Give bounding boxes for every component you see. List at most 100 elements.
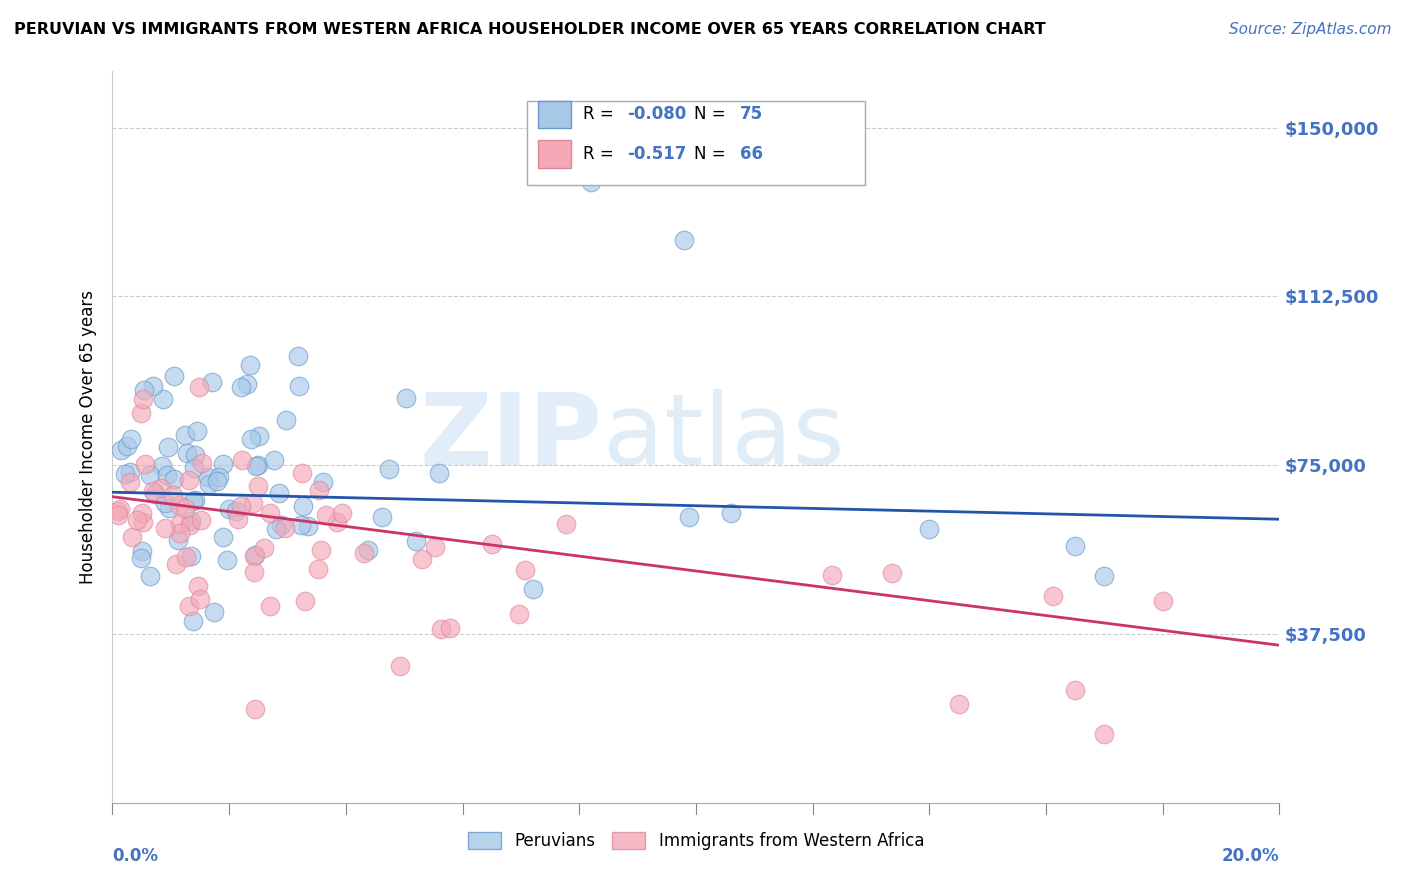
- Point: [150, 458, 173, 473]
- Point: [245, 459, 267, 474]
- Point: [308, 483, 330, 497]
- Point: [239, 358, 262, 372]
- Point: [165, 557, 187, 571]
- Point: [821, 567, 844, 582]
- Text: 20.0%: 20.0%: [1222, 847, 1279, 864]
- Point: [174, 427, 197, 442]
- Text: ZIP: ZIP: [420, 389, 603, 485]
- Point: [371, 509, 394, 524]
- Point: [167, 498, 190, 512]
- FancyBboxPatch shape: [527, 101, 865, 185]
- Point: [229, 499, 252, 513]
- Point: [239, 433, 262, 447]
- Point: [218, 501, 240, 516]
- Point: [880, 566, 903, 581]
- Text: R =: R =: [582, 105, 619, 123]
- Point: [1064, 683, 1087, 698]
- Point: [242, 565, 264, 579]
- Point: [157, 501, 180, 516]
- Point: [162, 488, 184, 502]
- Point: [948, 697, 970, 711]
- Point: [269, 485, 291, 500]
- Point: [132, 516, 155, 530]
- Text: PERUVIAN VS IMMIGRANTS FROM WESTERN AFRICA HOUSEHOLDER INCOME OVER 65 YEARS CORR: PERUVIAN VS IMMIGRANTS FROM WESTERN AFRI…: [14, 22, 1046, 37]
- Point: [153, 521, 176, 535]
- Point: [515, 563, 537, 577]
- Point: [197, 470, 219, 484]
- Point: [312, 475, 335, 490]
- Point: [173, 501, 195, 516]
- Point: [174, 549, 197, 564]
- Point: [152, 392, 174, 406]
- Point: [217, 553, 239, 567]
- Point: [205, 474, 228, 488]
- Point: [332, 506, 354, 520]
- Point: [142, 379, 165, 393]
- Point: [1152, 594, 1174, 608]
- Point: [190, 456, 212, 470]
- Point: [288, 379, 311, 393]
- Point: [290, 518, 312, 533]
- Point: [1042, 589, 1064, 603]
- Point: [395, 391, 418, 405]
- Point: [522, 582, 544, 597]
- Point: [176, 446, 198, 460]
- Point: [186, 579, 208, 593]
- Point: [307, 562, 329, 576]
- Point: [918, 522, 941, 536]
- Point: [121, 530, 143, 544]
- Point: [139, 468, 162, 483]
- Point: [1064, 539, 1087, 553]
- Point: [377, 461, 399, 475]
- Point: [202, 605, 225, 619]
- Point: [183, 494, 205, 508]
- Point: [263, 453, 285, 467]
- Point: [107, 508, 129, 522]
- Point: [236, 377, 259, 392]
- Point: [107, 504, 129, 518]
- Point: [243, 701, 266, 715]
- Point: [115, 439, 138, 453]
- Text: Source: ZipAtlas.com: Source: ZipAtlas.com: [1229, 22, 1392, 37]
- Point: [673, 233, 696, 247]
- Point: [678, 510, 700, 524]
- Point: [259, 599, 281, 613]
- Point: [253, 541, 276, 556]
- Point: [242, 496, 264, 510]
- Text: 75: 75: [741, 105, 763, 123]
- Point: [201, 375, 224, 389]
- Point: [120, 465, 142, 479]
- Point: [309, 543, 332, 558]
- Point: [139, 569, 162, 583]
- Point: [326, 515, 349, 529]
- FancyBboxPatch shape: [538, 140, 571, 168]
- Point: [120, 432, 142, 446]
- Point: [180, 514, 202, 528]
- Point: [131, 544, 153, 558]
- Point: [353, 545, 375, 559]
- Point: [163, 369, 186, 384]
- Point: [1094, 727, 1116, 741]
- Text: N =: N =: [693, 105, 731, 123]
- Point: [184, 492, 207, 507]
- Point: [110, 442, 132, 457]
- Point: [555, 517, 578, 532]
- Point: [579, 175, 602, 189]
- Legend: Peruvians, Immigrants from Western Africa: Peruvians, Immigrants from Western Afric…: [461, 825, 931, 856]
- Point: [156, 467, 179, 482]
- Point: [389, 659, 412, 673]
- Point: [114, 467, 136, 481]
- Point: [291, 466, 314, 480]
- Point: [132, 392, 155, 407]
- Point: [131, 506, 153, 520]
- Point: [134, 457, 156, 471]
- Point: [120, 475, 142, 490]
- Point: [276, 412, 298, 426]
- Point: [183, 448, 205, 462]
- Point: [132, 383, 155, 397]
- Point: [208, 470, 231, 484]
- Point: [212, 530, 235, 544]
- Point: [149, 481, 172, 495]
- Point: [246, 479, 269, 493]
- Point: [190, 513, 212, 527]
